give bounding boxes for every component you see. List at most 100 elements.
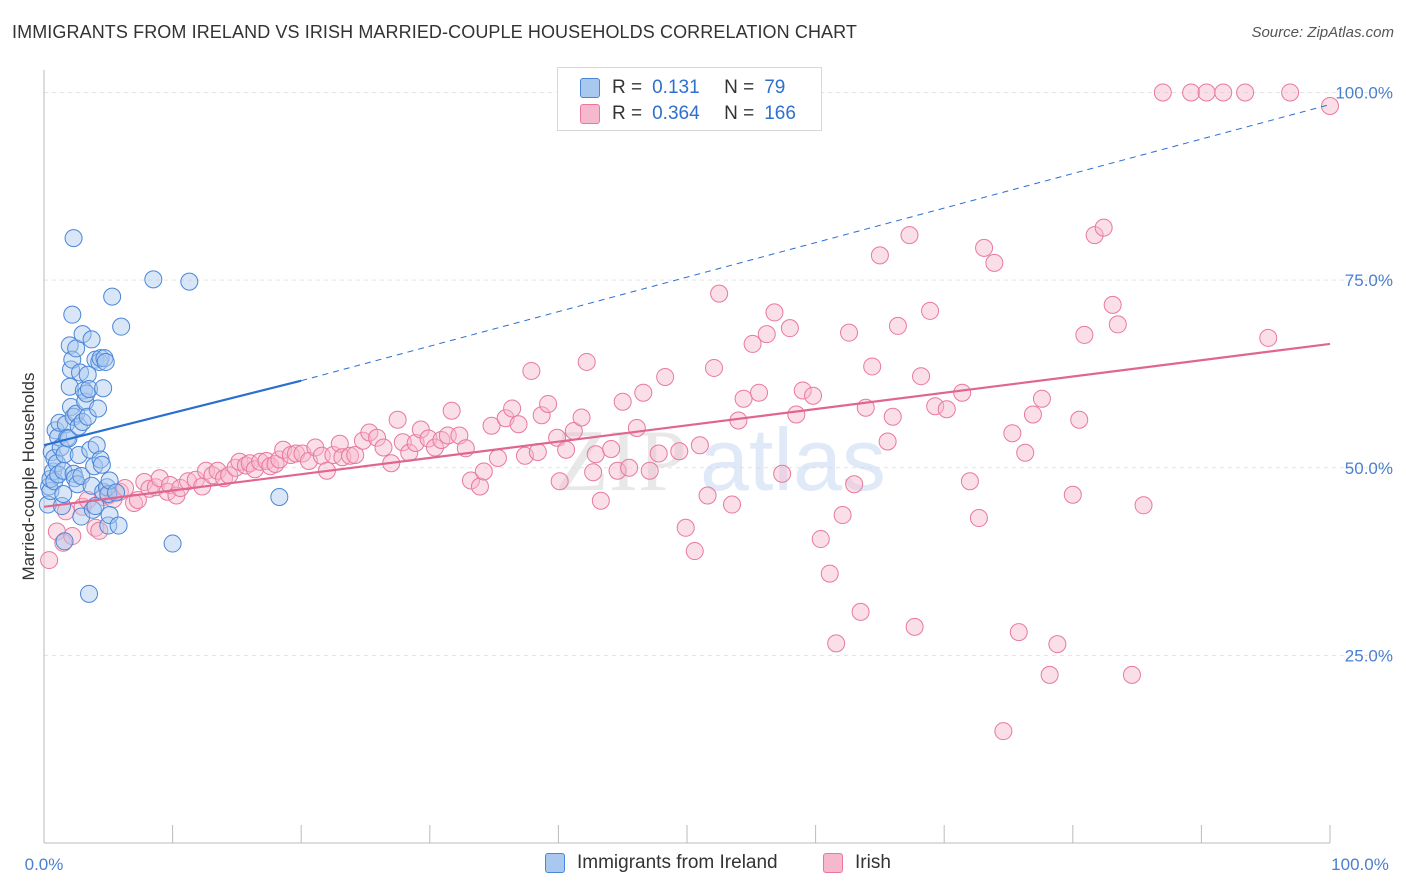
legend-swatch-blue <box>580 78 600 98</box>
legend-label-immigrants: Immigrants from Ireland <box>577 852 778 873</box>
data-point-irish <box>851 602 870 621</box>
data-point-irish <box>953 383 972 402</box>
data-point-irish <box>926 397 945 416</box>
legend-r-value: 0.131 <box>652 77 700 98</box>
trend-line-immigrants-extrapolated <box>301 104 1331 382</box>
data-point-irish <box>374 438 393 457</box>
data-point-irish <box>270 450 289 469</box>
data-point-irish <box>787 405 806 424</box>
data-point-irish <box>1281 83 1300 102</box>
data-point-immigrants <box>163 534 182 553</box>
legend-row-pink: R = 0.364 N = 166 <box>580 102 796 126</box>
legend-n-label: N = <box>724 103 755 124</box>
data-point-irish <box>442 401 461 420</box>
legend-row-blue: R = 0.131 N = 79 <box>580 76 785 100</box>
data-point-irish <box>591 491 610 510</box>
y-tick-label: 25.0% <box>1345 646 1393 665</box>
data-point-immigrants <box>92 455 111 474</box>
data-point-immigrants <box>64 407 83 426</box>
data-point-irish <box>557 440 576 459</box>
data-point-irish <box>393 433 412 452</box>
data-point-irish <box>827 634 846 653</box>
data-point-irish <box>1032 389 1051 408</box>
data-point-irish <box>1075 325 1094 344</box>
data-point-immigrants <box>100 506 119 525</box>
data-point-irish <box>863 357 882 376</box>
y-axis-title: Married-couple Households <box>19 373 38 581</box>
data-point-irish <box>1023 405 1042 424</box>
data-point-irish <box>640 461 659 480</box>
data-point-irish <box>1016 443 1035 462</box>
y-tick-label: 75.0% <box>1345 271 1393 290</box>
legend-swatch-pink <box>580 104 600 124</box>
data-point-immigrants <box>144 270 163 289</box>
data-point-irish <box>539 394 558 413</box>
data-point-irish <box>780 319 799 338</box>
data-point-irish <box>676 518 695 537</box>
data-point-immigrants <box>89 399 108 418</box>
data-point-irish <box>960 472 979 491</box>
data-point-irish <box>1122 665 1141 684</box>
legend-item-irish: Irish <box>823 852 891 874</box>
data-point-irish <box>723 495 742 514</box>
data-point-immigrants <box>87 436 106 455</box>
data-point-irish <box>208 461 227 480</box>
data-point-irish <box>937 400 956 419</box>
data-point-irish <box>1085 226 1104 245</box>
data-point-immigrants <box>80 379 99 398</box>
x-tick-label: 0.0% <box>25 855 64 874</box>
data-point-irish <box>470 477 489 496</box>
data-point-immigrants <box>112 317 131 336</box>
data-point-irish <box>368 428 387 447</box>
data-point-immigrants <box>96 352 115 371</box>
data-point-immigrants <box>73 325 92 344</box>
data-point-irish <box>900 226 919 245</box>
data-point-irish <box>1236 83 1255 102</box>
data-point-irish <box>432 430 451 449</box>
data-point-irish <box>833 506 852 525</box>
data-point-irish <box>586 445 605 464</box>
data-point-irish <box>1153 83 1172 102</box>
data-point-irish <box>346 445 365 464</box>
data-point-immigrants <box>80 584 99 603</box>
data-point-irish <box>698 486 717 505</box>
data-point-irish <box>1009 623 1028 642</box>
data-point-irish <box>1134 496 1153 515</box>
legend-r-label: R = <box>612 103 643 124</box>
data-point-irish <box>793 381 812 400</box>
data-point-irish <box>577 352 596 371</box>
data-point-irish <box>90 521 109 540</box>
data-point-irish <box>1040 665 1059 684</box>
data-point-irish <box>584 463 603 482</box>
data-point-irish <box>685 542 704 561</box>
data-point-irish <box>1214 83 1233 102</box>
data-point-irish <box>750 383 769 402</box>
data-point-irish <box>912 367 931 386</box>
y-tick-label: 50.0% <box>1345 459 1393 478</box>
trend-line-immigrants <box>43 379 302 447</box>
data-point-irish <box>503 399 522 418</box>
data-point-irish <box>1321 97 1339 116</box>
data-point-irish <box>179 472 198 491</box>
series-immigrants-from-ireland <box>38 229 289 603</box>
data-point-irish <box>411 420 430 439</box>
data-point-irish <box>975 238 994 257</box>
data-point-irish <box>656 367 675 386</box>
data-point-irish <box>710 284 729 303</box>
data-point-irish <box>670 442 689 461</box>
data-point-immigrants <box>69 445 88 464</box>
data-point-immigrants <box>63 305 82 324</box>
data-point-irish <box>969 509 988 528</box>
data-point-irish <box>811 530 830 549</box>
data-point-immigrants <box>68 475 87 494</box>
data-point-immigrants <box>54 485 73 504</box>
data-point-irish <box>522 361 541 380</box>
source-label: Source: ZipAtlas.com <box>1251 24 1394 41</box>
data-point-immigrants <box>103 287 122 306</box>
data-point-immigrants <box>78 365 97 384</box>
trend-lines <box>43 104 1331 508</box>
data-point-irish <box>705 358 724 377</box>
data-point-irish <box>994 722 1013 741</box>
data-point-immigrants <box>270 488 289 507</box>
data-point-irish <box>1063 485 1082 504</box>
